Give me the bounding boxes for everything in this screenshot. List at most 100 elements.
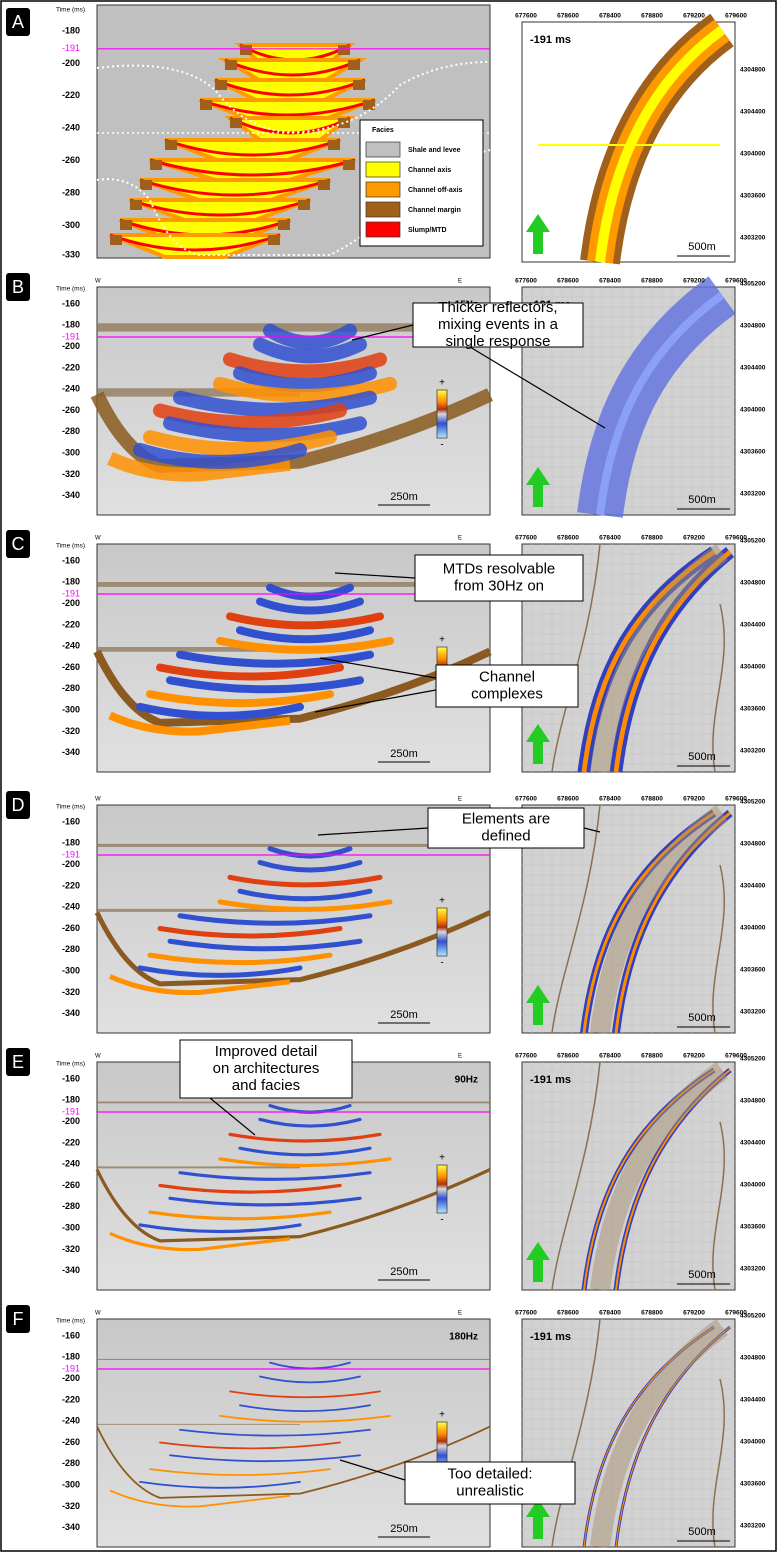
time-tick-label: -340 <box>62 747 80 757</box>
time-tick-label: -300 <box>62 1222 80 1232</box>
legend-swatch <box>366 222 400 237</box>
map-x-tick-label: 678600 <box>557 1310 579 1317</box>
panel-label: F <box>13 1309 24 1329</box>
time-tick-label: -240 <box>62 123 80 133</box>
time-tick-label: -180 <box>62 838 80 848</box>
time-axis-label: Time (ms) <box>56 7 85 14</box>
panel-label: B <box>12 277 24 297</box>
time-tick-label: -200 <box>62 598 80 608</box>
time-tick-label: -280 <box>62 426 80 436</box>
time-tick-label: -220 <box>62 362 80 372</box>
callout-text: unrealistic <box>456 1482 524 1499</box>
map-x-tick-label: 677600 <box>515 1053 537 1060</box>
legend-label: Channel axis <box>408 167 451 174</box>
time-tick-label: -220 <box>62 880 80 890</box>
facies-margin <box>150 160 162 170</box>
facies-margin <box>353 80 365 90</box>
time-tick-label: -280 <box>62 1458 80 1468</box>
colorbar-minus: - <box>440 440 443 451</box>
facies-margin <box>120 220 132 230</box>
map-x-tick-label: 678600 <box>557 13 579 20</box>
time-axis-label: Time (ms) <box>56 1061 85 1068</box>
map-x-tick-label: 679200 <box>683 1310 705 1317</box>
colorbar <box>437 390 447 438</box>
facies-margin <box>225 60 237 70</box>
map-x-tick-label: 677600 <box>515 1310 537 1317</box>
map-y-tick-label: 4303200 <box>740 1266 766 1273</box>
time-tick-label: -200 <box>62 341 80 351</box>
map-x-tick-label: 678400 <box>599 796 621 803</box>
time-tick-label: -240 <box>62 1416 80 1426</box>
time-tick-label: -260 <box>62 662 80 672</box>
west-label: W <box>95 797 101 803</box>
time-tick-label: -200 <box>62 58 80 68</box>
map-y-tick-label: 4303200 <box>740 491 766 498</box>
map-scale-label: 500m <box>688 1269 716 1281</box>
slice-time-label: -191 <box>62 1106 80 1116</box>
map-x-tick-label: 679600 <box>725 13 747 20</box>
slice-time-label: -191 <box>62 849 80 859</box>
time-tick-label: -240 <box>62 902 80 912</box>
map-scale-label: 500m <box>688 751 716 763</box>
time-tick-label: -220 <box>62 1394 80 1404</box>
time-tick-label: -320 <box>62 469 80 479</box>
time-tick-label: -220 <box>62 1137 80 1147</box>
time-tick-label: -180 <box>62 1095 80 1105</box>
slice-time-label: -191 <box>62 1363 80 1373</box>
facies-margin <box>338 118 350 128</box>
time-tick-label: -240 <box>62 384 80 394</box>
map-x-tick-label: 679200 <box>683 278 705 285</box>
east-label: E <box>458 1054 462 1060</box>
slice-time-label: -191 <box>62 331 80 341</box>
facies-margin <box>268 235 280 245</box>
east-label: E <box>458 797 462 803</box>
time-tick-label: -280 <box>62 683 80 693</box>
map-x-tick-label: 679200 <box>683 796 705 803</box>
colorbar-plus: + <box>439 1153 445 1164</box>
east-label: E <box>458 536 462 542</box>
map-y-tick-label: 4304800 <box>740 323 766 330</box>
time-axis-label: Time (ms) <box>56 1318 85 1325</box>
map-y-tick-label: 4303600 <box>740 967 766 974</box>
time-tick-label: -200 <box>62 1116 80 1126</box>
map-y-tick-label: 4303200 <box>740 235 766 242</box>
callout-text: mixing events in a <box>438 316 559 333</box>
scale-label: 250m <box>390 1009 418 1021</box>
time-tick-label: -180 <box>62 1352 80 1362</box>
map-y-tick-label: 4304800 <box>740 580 766 587</box>
facies-margin <box>298 200 310 210</box>
west-label: W <box>95 536 101 542</box>
map-slice-label: -191 ms <box>530 1331 571 1343</box>
panel-label: D <box>12 795 25 815</box>
map-scale-label: 500m <box>688 1526 716 1538</box>
frequency-label: 180Hz <box>449 1332 478 1343</box>
colorbar-plus: + <box>439 378 445 389</box>
facies-margin <box>215 80 227 90</box>
west-label: W <box>95 1311 101 1317</box>
map-y-tick-label: 4305200 <box>740 281 766 288</box>
time-tick-label: -330 <box>62 249 80 259</box>
map-y-tick-label: 4303600 <box>740 706 766 713</box>
figure: A Time (ms) -180 -200 -220 -240 -260 -280 -300 -3… <box>0 0 777 1552</box>
legend-swatch <box>366 202 400 217</box>
east-label: E <box>458 1311 462 1317</box>
map-y-tick-label: 4305200 <box>740 799 766 806</box>
facies-margin <box>240 45 252 55</box>
map-scale-label: 500m <box>688 241 716 253</box>
callout-text: Channel <box>479 668 535 685</box>
time-tick-label: -340 <box>62 1008 80 1018</box>
map-y-tick-label: 4304800 <box>740 67 766 74</box>
panel-label: A <box>12 12 24 32</box>
map-x-tick-label: 678400 <box>599 1053 621 1060</box>
map-x-tick-label: 678400 <box>599 1310 621 1317</box>
time-tick-label: -340 <box>62 490 80 500</box>
map-scale-label: 500m <box>688 1012 716 1024</box>
time-tick-label: -300 <box>62 220 80 230</box>
map-y-tick-label: 4304400 <box>740 883 766 890</box>
legend-label: Shale and levee <box>408 147 461 154</box>
map-y-tick-label: 4304400 <box>740 1140 766 1147</box>
time-tick-label: -180 <box>62 320 80 330</box>
map-y-tick-label: 4305200 <box>740 538 766 545</box>
colorbar-minus: - <box>440 958 443 969</box>
time-tick-label: -200 <box>62 1373 80 1383</box>
